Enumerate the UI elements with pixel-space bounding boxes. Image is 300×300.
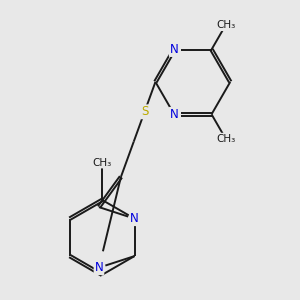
Text: CH₃: CH₃ — [92, 158, 112, 168]
Text: CH₃: CH₃ — [216, 20, 235, 30]
Text: N: N — [94, 261, 103, 274]
Text: N: N — [170, 108, 178, 121]
Text: S: S — [141, 105, 148, 118]
Text: N: N — [170, 43, 178, 56]
Text: CH₃: CH₃ — [216, 134, 235, 144]
Text: N: N — [130, 212, 139, 225]
